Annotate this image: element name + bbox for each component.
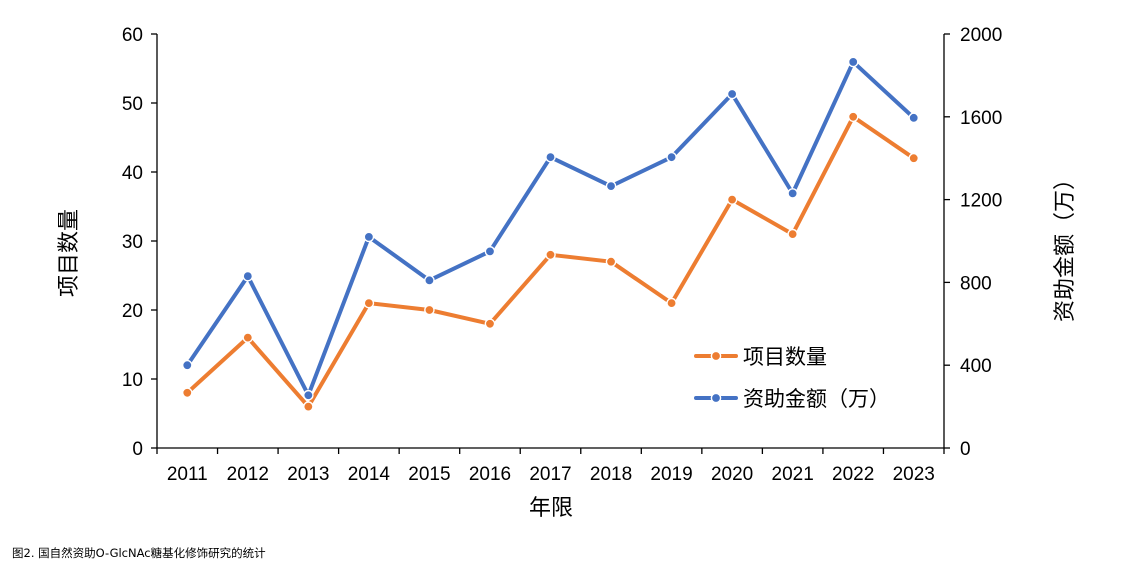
left-tick-label: 40 (122, 163, 143, 184)
right-tick-label: 1600 (960, 108, 1002, 129)
data-point (363, 231, 375, 243)
x-tick-label: 2022 (832, 464, 874, 485)
x-tick-label: 2014 (348, 464, 391, 485)
data-point (545, 249, 556, 261)
x-tick-label: 2011 (167, 464, 208, 485)
data-point (787, 228, 798, 240)
figure-caption: 图2. 国自然资助O-GlcNAc糖基化修饰研究的统计 (12, 546, 266, 560)
data-point (666, 297, 677, 309)
right-tick-label: 400 (960, 356, 992, 377)
right-axis-ticks: 0 400 800 1200 1600 2000 (944, 25, 1002, 460)
right-tick-label: 2000 (960, 25, 1002, 46)
series-2 (181, 56, 920, 401)
left-tick-label: 0 (132, 439, 143, 460)
x-tick-label: 2017 (529, 464, 571, 485)
data-point (847, 56, 859, 68)
data-point (363, 297, 375, 309)
x-tick-label: 2012 (227, 464, 269, 485)
data-point (242, 270, 254, 282)
data-point (484, 318, 496, 330)
x-axis-ticks: 2011 2012 2013 2014 2015 2016 2017 2018 2019 2020… (156, 448, 945, 485)
x-tick-label: 2023 (893, 464, 935, 485)
data-point (242, 332, 254, 343)
legend-marker (710, 392, 722, 404)
series-layer (181, 56, 920, 412)
x-axis-title: 年限 (529, 496, 573, 521)
data-point (666, 151, 677, 163)
data-point (605, 256, 617, 268)
legend-item: 资助金额（万） (694, 387, 890, 411)
data-point (303, 389, 314, 401)
axes (156, 34, 945, 449)
left-tick-label: 50 (122, 94, 143, 115)
series-1 (181, 111, 920, 412)
data-point (605, 180, 617, 192)
data-point (424, 304, 435, 316)
data-point (908, 112, 920, 124)
right-tick-label: 0 (960, 439, 971, 460)
data-point (484, 246, 496, 257)
x-tick-label: 2013 (287, 464, 329, 485)
y2-axis-title: 资助金额（万） (1053, 168, 1078, 322)
data-point (847, 111, 859, 123)
x-tick-label: 2015 (408, 464, 450, 485)
x-tick-label: 2019 (650, 464, 692, 485)
data-point (424, 275, 435, 286)
data-point (181, 359, 193, 371)
left-tick-label: 60 (122, 25, 143, 46)
data-point (908, 152, 920, 164)
left-tick-label: 20 (122, 301, 143, 322)
data-point (303, 401, 314, 412)
left-axis-ticks: 0 10 20 30 40 50 60 (122, 25, 157, 460)
legend-label: 项目数量 (743, 345, 827, 369)
y-axis-title: 项目数量 (57, 209, 82, 297)
left-tick-label: 10 (122, 370, 143, 391)
data-point (726, 88, 738, 100)
right-tick-label: 800 (960, 273, 992, 294)
left-tick-label: 30 (122, 232, 143, 253)
right-tick-label: 1200 (960, 191, 1002, 212)
data-point (181, 387, 193, 399)
legend-label: 资助金额（万） (743, 387, 890, 411)
legend-item: 项目数量 (694, 345, 827, 369)
x-tick-label: 2016 (469, 464, 511, 485)
data-point (787, 188, 798, 199)
data-point (545, 151, 556, 163)
x-tick-label: 2020 (711, 464, 753, 485)
legend-marker (710, 350, 722, 362)
data-point (726, 194, 738, 205)
x-tick-label: 2021 (772, 464, 814, 485)
x-tick-label: 2018 (590, 464, 632, 485)
